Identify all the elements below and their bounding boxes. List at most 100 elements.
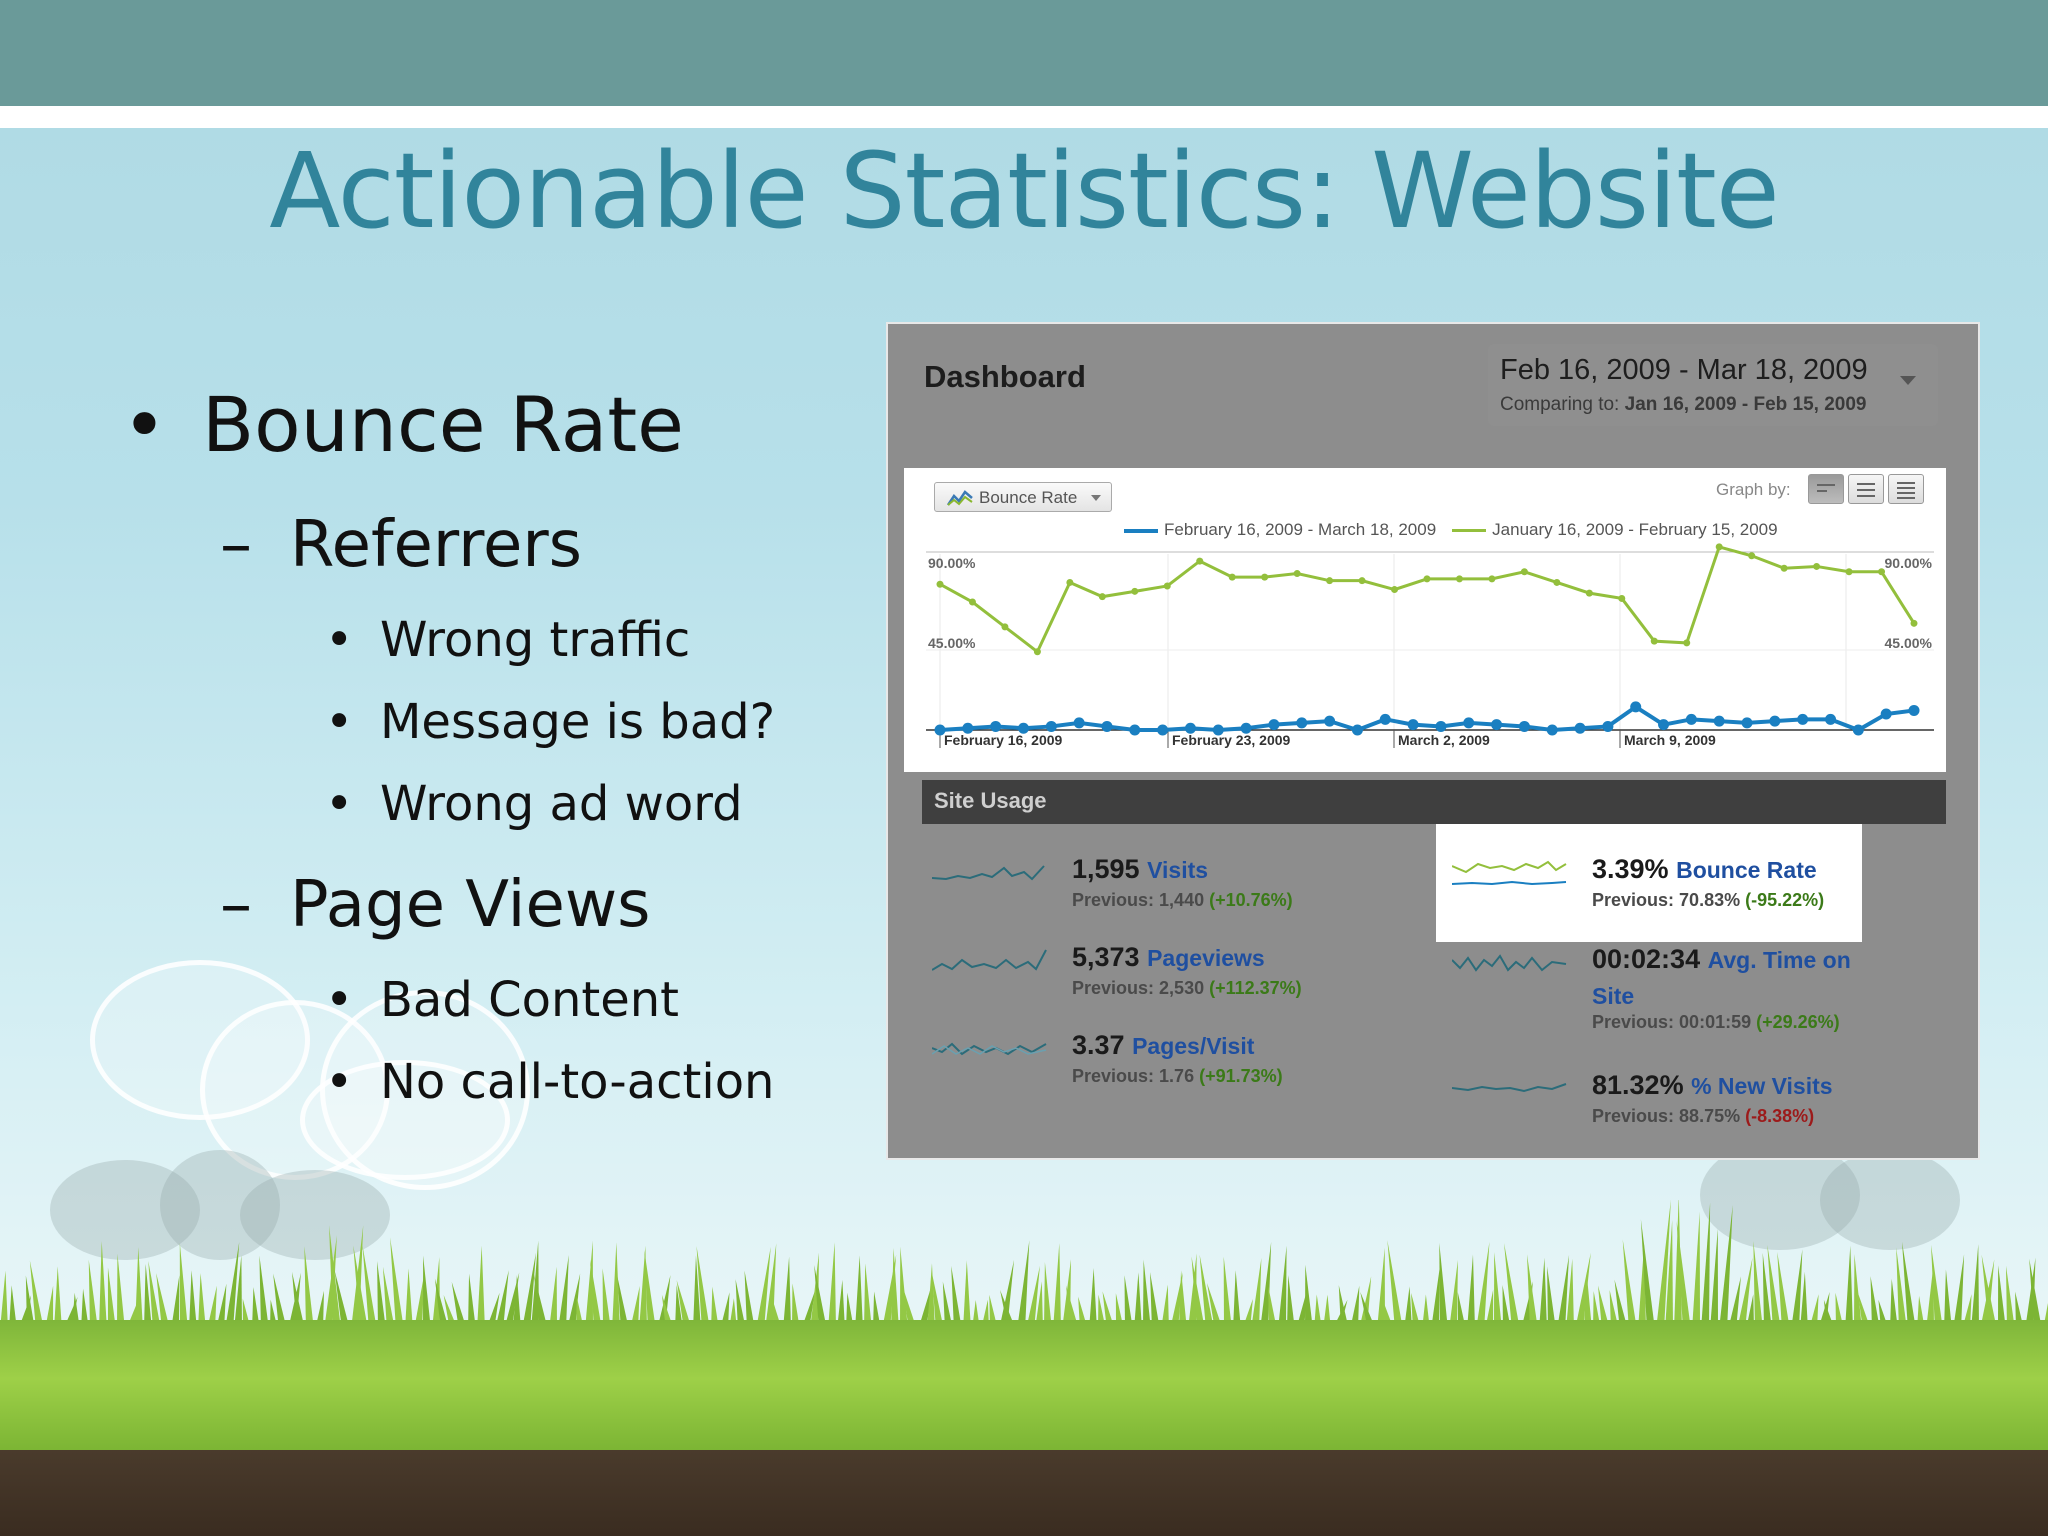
previous-value: 88.75% (1679, 1106, 1741, 1126)
item-text: Bad Content (380, 972, 679, 1028)
grass-decoration (0, 1200, 2048, 1330)
stat-value: 1,595 (1072, 854, 1140, 884)
data-point-current (1101, 720, 1113, 732)
data-point-current (1908, 704, 1920, 716)
chart-legend: February 16, 2009 - March 18, 2009 Januar… (1124, 520, 1778, 540)
bullet-marker: • (122, 380, 167, 469)
item-bad-content: • Bad Content (325, 972, 679, 1028)
stat-label[interactable]: % New Visits (1691, 1073, 1833, 1099)
data-point-current (1797, 713, 1809, 725)
stat-label-continued[interactable]: Site (1592, 983, 1635, 1009)
data-point-previous (1488, 575, 1496, 583)
item-text: Message is bad? (380, 694, 776, 750)
data-point-current (1463, 717, 1475, 729)
series-line-current (939, 704, 1915, 733)
metric-selector[interactable]: Bounce Rate (934, 482, 1112, 512)
stat-label[interactable]: Avg. Time on (1707, 947, 1851, 973)
data-point-current (990, 720, 1002, 732)
stat-label[interactable]: Visits (1147, 857, 1209, 883)
data-point-previous (1910, 619, 1918, 627)
bullet-marker: • (325, 972, 354, 1028)
x-tick-label: March 9, 2009 (1624, 732, 1716, 748)
data-point-current (1212, 724, 1224, 736)
change-percent: (-95.22%) (1745, 890, 1825, 910)
item-text: No call-to-action (380, 1054, 775, 1110)
data-point-current (1574, 722, 1586, 734)
data-point-current (1184, 722, 1196, 734)
graph-by-week-button[interactable] (1848, 474, 1884, 504)
subbullet-page-views: – Page Views (220, 868, 651, 942)
cloud-decoration (240, 1170, 390, 1260)
data-point-previous (1650, 637, 1658, 645)
data-point-previous (1098, 593, 1106, 601)
stat-value: 3.39% (1592, 854, 1669, 884)
data-point-current (1379, 713, 1391, 725)
subbullet-referrers: – Referrers (220, 508, 582, 582)
sparkline-icon (932, 1042, 1047, 1056)
graph-by-label: Graph by: (1716, 480, 1791, 499)
data-point-previous (1715, 543, 1723, 551)
ground-soil (0, 1450, 2048, 1536)
stat-label[interactable]: Pageviews (1147, 945, 1265, 971)
previous-prefix: Previous: (1072, 978, 1155, 998)
legend-swatch-previous (1452, 529, 1487, 533)
comparison-range: Comparing to: Jan 16, 2009 - Feb 15, 200… (1500, 394, 1867, 416)
subbullet-text: Page Views (290, 868, 651, 942)
previous-prefix: Previous: (1072, 890, 1155, 910)
data-point-previous (1326, 577, 1334, 585)
site-usage-header: Site Usage (922, 780, 1946, 824)
stat-label[interactable]: Bounce Rate (1676, 857, 1817, 883)
previous-prefix: Previous: (1072, 1066, 1155, 1086)
data-point-previous (1423, 575, 1431, 583)
y-tick-label: 45.00% (1885, 635, 1933, 651)
chevron-down-icon (1091, 495, 1101, 501)
y-tick-label: 90.00% (928, 555, 976, 571)
stat-value: 81.32% (1592, 1070, 1684, 1100)
data-point-current (1045, 720, 1057, 732)
data-point-previous (936, 580, 944, 588)
data-point-previous (1131, 587, 1139, 595)
data-point-current (1713, 715, 1725, 727)
data-point-current (1296, 717, 1308, 729)
graph-by-month-button[interactable] (1888, 474, 1924, 504)
data-point-previous (1845, 568, 1853, 576)
dash-marker: – (220, 868, 252, 942)
analytics-dashboard: Dashboard Feb 16, 2009 - Mar 18, 2009 Co… (886, 322, 1980, 1160)
legend-swatch-current (1124, 528, 1158, 533)
data-point-current (1630, 701, 1642, 713)
date-range[interactable]: Feb 16, 2009 - Mar 18, 2009 (1500, 354, 1868, 386)
data-point-previous (1391, 586, 1399, 594)
dash-marker: – (220, 508, 252, 582)
stat-value: 5,373 (1072, 942, 1140, 972)
data-point-current (1129, 724, 1141, 736)
data-point-current (962, 722, 974, 734)
cloud-decoration (1820, 1150, 1960, 1250)
item-wrong-ad-word: • Wrong ad word (325, 776, 743, 832)
data-point-current (1880, 708, 1892, 720)
header-divider (0, 106, 2048, 128)
x-tick-label: March 2, 2009 (1398, 732, 1490, 748)
data-point-current (1685, 713, 1697, 725)
cloud-decoration (300, 1060, 510, 1180)
sparkline-icon (1452, 954, 1567, 972)
y-tick-label: 45.00% (928, 635, 976, 651)
chevron-down-icon[interactable] (1900, 376, 1916, 385)
series-line-previous (939, 545, 1916, 655)
stat-label[interactable]: Pages/Visit (1132, 1033, 1255, 1059)
date-range-picker[interactable] (1488, 344, 1938, 426)
stat-value: 00:02:34 (1592, 944, 1701, 974)
data-point-previous (1196, 557, 1204, 565)
data-point-current (1546, 724, 1558, 736)
data-point-current (1852, 724, 1864, 736)
item-text: Wrong ad word (380, 776, 743, 832)
data-point-previous (1553, 578, 1561, 586)
data-point-previous (1748, 552, 1756, 560)
data-point-previous (1813, 562, 1821, 570)
data-point-current (1741, 717, 1753, 729)
data-point-previous (1163, 582, 1171, 590)
header-band (0, 0, 2048, 106)
bullet-marker: • (325, 1054, 354, 1110)
data-point-current (1491, 719, 1503, 731)
graph-by-day-button[interactable] (1808, 474, 1844, 504)
data-point-previous (1618, 594, 1626, 602)
